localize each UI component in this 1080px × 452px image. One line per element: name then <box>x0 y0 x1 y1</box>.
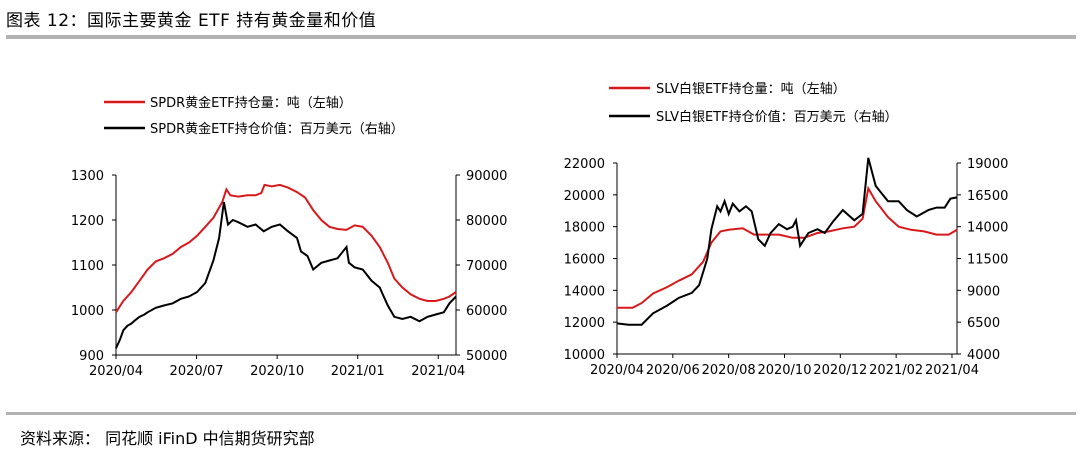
slv-right-tick-label: 19000 <box>967 157 1008 172</box>
slv-x-tick-label: 2020/04 <box>590 363 644 378</box>
spdr-tonnage-line <box>115 183 457 313</box>
slv-left-tick-label: 20000 <box>564 189 605 204</box>
spdr-right-tick-label: 50000 <box>466 349 507 364</box>
slv-left-tick-label: 10000 <box>564 348 605 363</box>
top-rule <box>6 35 1076 39</box>
spdr-chart: 1300 1200 1100 1000 900 90000 80000 70000 60000 5… <box>71 95 507 379</box>
slv-x-tick-label: 2020/12 <box>813 363 867 378</box>
slv-left-tick-label: 22000 <box>564 157 605 172</box>
bottom-rule <box>6 412 1076 415</box>
slv-legend-tonnage: SLV白银ETF持仓量：吨（左轴） <box>656 81 846 97</box>
spdr-legend-value: SPDR黄金ETF持仓价值：百万美元（右轴） <box>150 121 404 137</box>
slv-chart: 22000 20000 18000 16000 14000 12000 10000 19000… <box>564 81 1009 378</box>
spdr-left-tick-label: 1300 <box>71 169 104 184</box>
spdr-left-tick-label: 1100 <box>71 259 104 274</box>
slv-x-tick-label: 2020/10 <box>757 363 811 378</box>
spdr-right-tick-label: 60000 <box>466 304 507 319</box>
slv-right-tick-label: 11500 <box>967 253 1008 268</box>
source-note: 资料来源： 同花顺 iFinD 中信期货研究部 <box>20 429 315 448</box>
slv-right-tick-label: 6500 <box>967 316 1000 331</box>
slv-left-tick-label: 12000 <box>564 316 605 331</box>
slv-x-tick-label: 2020/06 <box>646 363 700 378</box>
spdr-left-tick-label: 1000 <box>71 304 104 319</box>
slv-x-tick-label: 2020/08 <box>702 363 756 378</box>
slv-right-tick-label: 9000 <box>967 284 1000 299</box>
spdr-x-tick-label: 2020/10 <box>250 364 304 379</box>
spdr-left-tick-label: 1200 <box>71 214 104 229</box>
slv-right-tick-label: 16500 <box>967 189 1008 204</box>
spdr-x-tick-label: 2021/04 <box>411 364 465 379</box>
slv-value-line <box>616 157 958 326</box>
slv-right-tick-label: 14000 <box>967 221 1008 236</box>
slv-left-tick-label: 18000 <box>564 221 605 236</box>
slv-x-tick-label: 2021/02 <box>869 363 923 378</box>
spdr-right-tick-label: 80000 <box>466 214 507 229</box>
spdr-x-tick-label: 2020/04 <box>89 364 143 379</box>
spdr-legend-tonnage: SPDR黄金ETF持仓量：吨（左轴） <box>150 95 352 111</box>
spdr-x-tick-label: 2020/07 <box>170 364 224 379</box>
spdr-x-tick-label: 2021/01 <box>331 364 385 379</box>
spdr-left-tick-label: 900 <box>79 349 104 364</box>
slv-legend-value: SLV白银ETF持仓价值：百万美元（右轴） <box>656 109 898 125</box>
spdr-value-line <box>115 201 457 349</box>
slv-left-tick-label: 16000 <box>564 253 605 268</box>
slv-tonnage-line <box>617 185 958 309</box>
slv-left-tick-label: 14000 <box>564 284 605 299</box>
slv-x-tick-label: 2021/04 <box>925 363 979 378</box>
spdr-right-tick-label: 90000 <box>466 169 507 184</box>
spdr-right-tick-label: 70000 <box>466 259 507 274</box>
slv-right-tick-label: 4000 <box>967 348 1000 363</box>
figure-title: 图表 12：国际主要黄金 ETF 持有黄金量和价值 <box>6 11 377 31</box>
